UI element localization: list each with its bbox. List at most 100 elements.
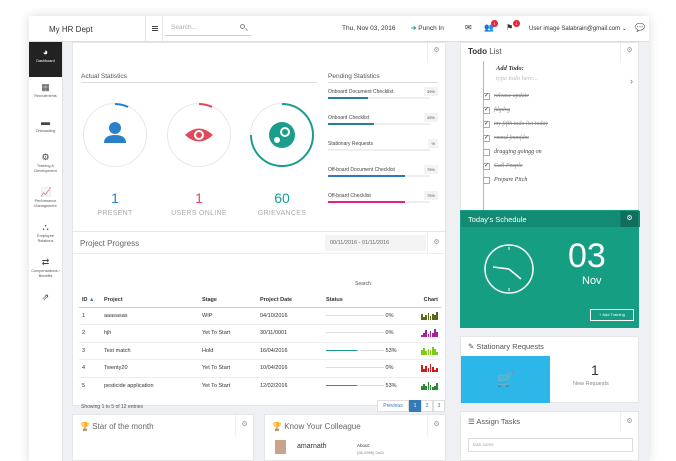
sparkline	[421, 381, 438, 391]
briefcase-icon: ▬	[41, 117, 50, 127]
divider	[81, 82, 317, 83]
user-menu[interactable]: User image Salabrain@gmail.com ⌄	[529, 25, 627, 32]
column-header[interactable]: ID ▲	[79, 294, 101, 308]
gear-icon[interactable]: ⚙	[427, 43, 445, 61]
table-row[interactable]: 5 pesticide application Yet To Start 12/02/…	[79, 376, 441, 395]
row-status: 53%	[323, 341, 409, 360]
sidebar-item-compensations[interactable]: ⇄ Compensations / Benefits	[29, 252, 62, 287]
search-input[interactable]: Search...	[165, 22, 251, 36]
spark-bar	[429, 350, 432, 355]
pagination-page-3[interactable]: 3	[433, 400, 445, 412]
gear-icon[interactable]: ⚙	[620, 211, 638, 227]
add-training-button[interactable]: + Add Training	[590, 309, 634, 321]
sidebar-item-performance[interactable]: 📈 Performance Management	[29, 182, 62, 217]
sidebar-item-dashboard[interactable]: ◕ Dashboard	[29, 42, 62, 77]
progress-bar	[328, 97, 430, 99]
todo-checkbox[interactable]: ✓	[483, 121, 490, 128]
grievances-arc	[250, 103, 314, 167]
tasks-icon[interactable]: ⚑ 1	[506, 20, 520, 33]
sidebar-item-recruitments[interactable]: ▦ Recruitments	[29, 77, 62, 112]
row-id: 3	[79, 341, 101, 360]
spark-bar	[423, 368, 425, 373]
todo-item[interactable]: Prepare Pitch	[483, 177, 527, 184]
punch-in-button[interactable]: ➔ Punch In	[411, 24, 444, 32]
task-name-input[interactable]: task name	[468, 438, 633, 452]
todo-item[interactable]: ✓ fdgdsg	[483, 107, 511, 114]
row-project: Twenty20	[101, 359, 199, 377]
chevron-right-icon[interactable]: ›	[630, 76, 633, 86]
spark-bar	[429, 316, 432, 320]
divider	[328, 82, 438, 83]
pending-percent: %	[428, 139, 438, 148]
table-header: ID ▲ Project Stage Project Date Status C…	[79, 294, 441, 308]
progress-fill	[328, 201, 405, 203]
todo-checkbox[interactable]: ✓	[483, 163, 490, 170]
spark-bar	[436, 382, 438, 391]
column-header[interactable]: Chart	[409, 294, 441, 308]
schedule-title: Today's Schedule	[468, 215, 527, 224]
todo-input[interactable]: type todo here...	[496, 75, 538, 82]
mail-icon[interactable]: ✉	[465, 23, 472, 32]
todo-text: fdgdsg	[494, 107, 511, 113]
sidebar-item-external[interactable]: ⇗	[29, 287, 62, 322]
gear-icon[interactable]: ⚙	[620, 412, 638, 432]
row-id: 1	[79, 306, 101, 325]
todo-checkbox[interactable]	[483, 149, 490, 156]
sidebar-item-onboarding[interactable]: ▬ Onboarding	[29, 112, 62, 147]
spark-bar	[434, 315, 436, 320]
chat-icon[interactable]: 💬	[635, 23, 645, 32]
column-header[interactable]: Stage	[199, 294, 257, 308]
todo-card: Todo List ⚙ Add Todo: type todo here... …	[460, 42, 639, 217]
todo-checkbox[interactable]: ✓	[483, 135, 490, 142]
table-row[interactable]: 4 Twenty20 Yet To Start 10/04/2016 0%	[79, 359, 441, 377]
todo-item[interactable]: ✓ release update	[483, 93, 529, 100]
sidebar-item-employee-relations[interactable]: ⛬ Employee Relations	[29, 217, 62, 252]
notifications-icon[interactable]: 👥 1	[484, 20, 498, 33]
user-icon	[104, 122, 126, 143]
gear-icon[interactable]: ⚙	[235, 415, 253, 435]
todo-title-bold: Todo	[468, 47, 487, 56]
column-header[interactable]: Project Date	[257, 294, 323, 308]
pagination-page-1[interactable]: 1	[409, 400, 421, 412]
status-bar	[326, 332, 384, 334]
pagination-page-2[interactable]: 2	[421, 400, 433, 412]
todo-item[interactable]: ✓ Call People	[483, 163, 523, 170]
column-header[interactable]: Status	[323, 294, 409, 308]
user-email: Salabrain@gmail.com	[561, 26, 621, 32]
spark-bar	[427, 333, 430, 338]
todo-item[interactable]: dragging goingg on	[483, 149, 542, 156]
column-header[interactable]: Project	[101, 294, 199, 308]
user-image-label: User image	[529, 26, 560, 32]
tasks-list-icon: ☰	[468, 417, 475, 426]
todo-checkbox[interactable]: ✓	[483, 93, 490, 100]
todo-item[interactable]: ✓ my fifth todo list today	[483, 121, 548, 128]
gear-icon[interactable]: ⚙	[427, 232, 445, 254]
date-range-picker[interactable]: 00/11/2016 - 01/11/2016	[325, 235, 426, 251]
todo-checkbox[interactable]	[483, 177, 490, 184]
gear-icon[interactable]: ⚙	[620, 43, 638, 61]
pending-percent: 45%	[423, 113, 438, 122]
stationary-title: ✎ Stationary Requests	[468, 342, 544, 351]
todo-checkbox[interactable]: ✓	[483, 107, 490, 114]
row-id: 2	[79, 324, 101, 342]
menu-toggle-button[interactable]	[145, 16, 163, 42]
spark-bar	[434, 385, 436, 391]
table-row[interactable]: 3 Test match Hold 16/04/2016 53%	[79, 341, 441, 360]
spark-bar	[436, 352, 438, 355]
present-circle	[83, 103, 147, 167]
spark-bar	[427, 312, 430, 320]
table-search-input[interactable]	[375, 277, 435, 288]
status-bar	[326, 314, 384, 316]
table-row[interactable]: 1 aaasasas WIP 04/10/2016 0%	[79, 306, 441, 325]
todo-item[interactable]: ✓ rmmd fmmfdm	[483, 135, 529, 142]
gear-icon[interactable]: ⚙	[427, 415, 445, 435]
row-project: pesticide application	[101, 376, 199, 395]
search-label: Search:	[355, 281, 373, 287]
top-bar: My HR Dept Search... Thu, Nov 03, 2016 ➔…	[29, 16, 649, 42]
search-placeholder: Search...	[171, 24, 198, 31]
pagination-previous[interactable]: Previous	[377, 400, 409, 412]
sidebar-item-training[interactable]: ⚙ Training & Development	[29, 147, 62, 182]
row-chart	[409, 376, 441, 395]
search-icon[interactable]	[240, 24, 245, 29]
table-row[interactable]: 2 hjh Yet To Start 30/11/0001 0%	[79, 324, 441, 342]
